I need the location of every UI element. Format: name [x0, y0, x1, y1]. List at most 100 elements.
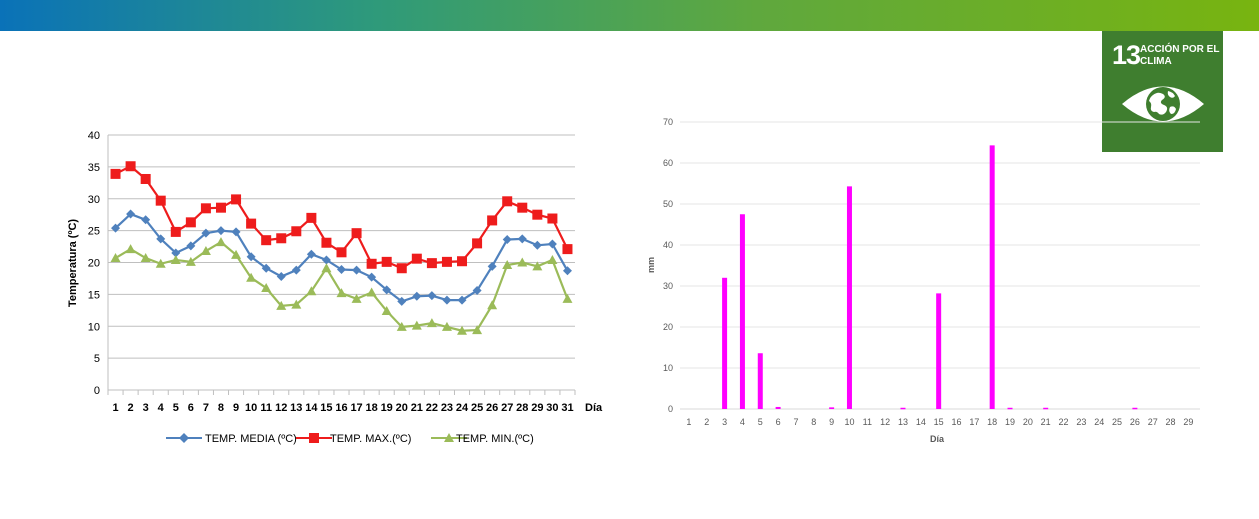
data-point-min — [200, 246, 211, 256]
x-tick-label: 4 — [158, 402, 165, 414]
data-point-min — [396, 321, 407, 331]
data-point-min — [472, 325, 483, 335]
data-point-max — [155, 195, 166, 206]
legend-item-media: TEMP. MEDIA (ºC) — [166, 433, 297, 445]
data-point-max — [110, 168, 121, 179]
x-tick-label: 23 — [1076, 417, 1086, 427]
data-point-min — [215, 237, 226, 247]
data-point-min — [547, 254, 558, 264]
data-point-min — [231, 249, 242, 259]
x-tick-label: 4 — [740, 417, 745, 427]
data-point-min — [125, 244, 136, 254]
data-point-min — [562, 293, 573, 303]
data-point-media — [442, 295, 452, 305]
data-point-min — [155, 258, 166, 268]
data-point-max — [487, 215, 498, 226]
data-point-min — [426, 318, 437, 328]
precipitation-bar — [1132, 407, 1138, 410]
data-point-min — [246, 272, 257, 282]
y-tick-label: 35 — [88, 162, 100, 174]
data-point-media — [246, 252, 256, 262]
data-point-max — [411, 253, 422, 264]
precipitation-bar — [829, 407, 835, 409]
precipitation-bar — [846, 186, 852, 409]
x-tick-label: 28 — [516, 402, 528, 414]
data-point-min — [487, 300, 498, 310]
x-tick-label: 26 — [486, 402, 498, 414]
x-tick-label: 15 — [320, 402, 332, 414]
x-tick-label: 25 — [1112, 417, 1122, 427]
temperature-gridlines — [107, 134, 576, 395]
x-tick-label: 5 — [758, 417, 763, 427]
x-tick-label: 12 — [880, 417, 890, 427]
y-tick-label: 0 — [668, 404, 673, 414]
precipitation-gridlines — [680, 121, 1200, 410]
x-tick-label: 13 — [290, 402, 302, 414]
data-point-min — [336, 288, 347, 298]
data-point-media — [231, 227, 241, 237]
data-point-media — [382, 285, 392, 295]
data-point-min — [457, 325, 468, 335]
x-tick-label: 1 — [112, 402, 118, 414]
data-point-max — [396, 263, 407, 274]
x-tick-label: 28 — [1166, 417, 1176, 427]
precipitation-bar — [739, 214, 745, 409]
x-tick-label: 17 — [969, 417, 979, 427]
x-tick-label: 14 — [916, 417, 926, 427]
temperature-x-axis-label: Día — [585, 402, 603, 414]
data-point-min — [532, 261, 543, 271]
data-point-media — [412, 291, 422, 301]
data-point-min — [517, 257, 528, 267]
data-point-max — [261, 235, 272, 246]
data-point-media — [547, 239, 557, 249]
data-point-max — [472, 238, 483, 249]
y-tick-label: 20 — [88, 258, 100, 270]
x-tick-label: 18 — [366, 402, 378, 414]
data-point-media — [306, 249, 316, 259]
y-tick-label: 40 — [88, 130, 100, 142]
data-point-max — [441, 256, 452, 267]
x-tick-label: 13 — [898, 417, 908, 427]
data-point-min — [306, 286, 317, 296]
x-tick-label: 29 — [531, 402, 543, 414]
data-point-media — [367, 272, 377, 282]
x-tick-label: 2 — [128, 402, 134, 414]
data-point-min — [185, 256, 196, 266]
x-tick-label: 7 — [203, 402, 209, 414]
temperature-y-tick-labels: 0 5 10 15 20 25 30 35 40 — [88, 130, 100, 397]
data-point-min — [351, 293, 362, 303]
data-point-media — [186, 241, 196, 251]
data-point-max — [547, 213, 558, 224]
data-point-media — [321, 255, 331, 265]
data-point-max — [200, 203, 211, 214]
x-tick-label: 11 — [863, 417, 872, 427]
x-tick-label: 9 — [233, 402, 239, 414]
x-tick-label: 19 — [1005, 417, 1015, 427]
y-tick-label: 0 — [94, 385, 100, 397]
y-tick-label: 30 — [663, 281, 673, 291]
data-point-max — [336, 247, 347, 258]
precipitation-bar — [1043, 407, 1049, 410]
data-point-media — [397, 296, 407, 306]
data-point-min — [170, 254, 181, 264]
x-tick-label: 24 — [456, 402, 469, 414]
data-point-media — [517, 234, 527, 244]
x-tick-label: 3 — [722, 417, 727, 427]
x-tick-label: 24 — [1094, 417, 1104, 427]
data-point-media — [337, 265, 346, 275]
temperature-y-axis-label: Temperatura (ºC) — [67, 219, 79, 307]
y-tick-label: 5 — [94, 353, 100, 365]
data-point-max — [185, 217, 196, 228]
sdg-title: ACCIÓN POR EL CLIMA — [1140, 44, 1220, 67]
legend-label-media: TEMP. MEDIA (ºC) — [205, 433, 297, 445]
data-point-max — [276, 233, 287, 244]
legend-item-min: TEMP. MIN.(ºC) — [431, 433, 534, 445]
y-tick-label: 60 — [663, 158, 673, 168]
precipitation-bar — [936, 293, 942, 409]
y-tick-label: 50 — [663, 199, 673, 209]
data-point-max — [502, 196, 513, 207]
y-tick-label: 30 — [88, 194, 100, 206]
data-point-min — [381, 305, 392, 315]
data-point-max — [306, 212, 317, 223]
temperature-x-tick-labels: 1 2 3 4 5 6 7 8 9 10 11 12 13 14 15 16 17 18 19 20 21 22 23 24 2… — [112, 402, 573, 414]
